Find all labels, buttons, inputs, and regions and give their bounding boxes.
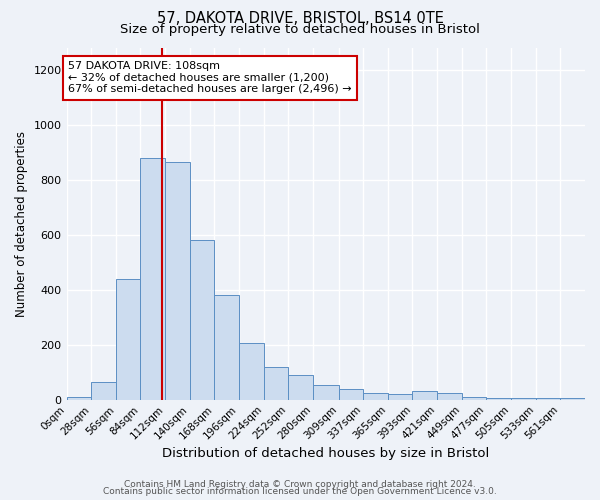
Bar — [116, 278, 140, 400]
Bar — [289, 375, 313, 400]
Bar — [239, 344, 264, 400]
Bar — [487, 398, 511, 400]
Bar — [437, 393, 462, 400]
Bar — [363, 393, 388, 400]
Text: 57, DAKOTA DRIVE, BRISTOL, BS14 0TE: 57, DAKOTA DRIVE, BRISTOL, BS14 0TE — [157, 11, 443, 26]
Bar — [165, 162, 190, 400]
X-axis label: Distribution of detached houses by size in Bristol: Distribution of detached houses by size … — [162, 447, 490, 460]
Bar — [511, 398, 536, 400]
Bar — [412, 392, 437, 400]
Bar — [313, 384, 338, 400]
Bar — [140, 158, 165, 400]
Text: Contains public sector information licensed under the Open Government Licence v3: Contains public sector information licen… — [103, 487, 497, 496]
Bar — [338, 388, 363, 400]
Text: Size of property relative to detached houses in Bristol: Size of property relative to detached ho… — [120, 22, 480, 36]
Bar — [91, 382, 116, 400]
Bar — [264, 366, 289, 400]
Bar — [190, 240, 214, 400]
Y-axis label: Number of detached properties: Number of detached properties — [15, 130, 28, 316]
Bar — [462, 397, 487, 400]
Text: 57 DAKOTA DRIVE: 108sqm
← 32% of detached houses are smaller (1,200)
67% of semi: 57 DAKOTA DRIVE: 108sqm ← 32% of detache… — [68, 62, 352, 94]
Bar — [214, 295, 239, 400]
Text: Contains HM Land Registry data © Crown copyright and database right 2024.: Contains HM Land Registry data © Crown c… — [124, 480, 476, 489]
Bar — [560, 398, 585, 400]
Bar — [536, 398, 560, 400]
Bar — [388, 394, 412, 400]
Bar — [67, 397, 91, 400]
